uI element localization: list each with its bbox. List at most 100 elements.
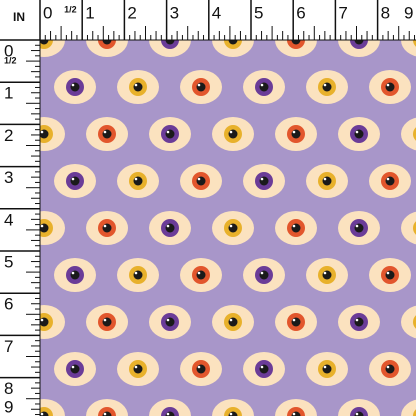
left-ruler-label: 0 [4, 41, 13, 60]
left-ruler-label: 1 [4, 84, 13, 103]
highlight [166, 412, 170, 416]
pupil [165, 317, 175, 327]
pupil [291, 317, 301, 327]
eyeball [149, 117, 191, 151]
pupil [259, 364, 269, 374]
eyeball [338, 211, 380, 245]
eyeball [117, 70, 159, 104]
pupil [70, 82, 80, 92]
pupil [39, 317, 49, 327]
eyeball [306, 70, 348, 104]
eyeball [149, 305, 191, 339]
highlight [229, 318, 233, 322]
eyeball [180, 70, 222, 104]
highlight [103, 130, 107, 134]
left-ruler-label: 2 [4, 126, 13, 145]
left-ruler-label: 5 [4, 252, 13, 271]
eyeball [212, 399, 254, 416]
pupil [39, 129, 49, 139]
top-ruler-label: 4 [212, 3, 221, 22]
eyeball [86, 211, 128, 245]
pupil [133, 364, 143, 374]
highlight [71, 177, 75, 181]
pupil [385, 82, 395, 92]
eyeball [275, 305, 317, 339]
highlight [260, 83, 264, 87]
eyeball [86, 117, 128, 151]
eyeball [306, 258, 348, 292]
pupil [102, 223, 112, 233]
pupil [322, 176, 332, 186]
pupil [354, 223, 364, 233]
highlight [134, 83, 138, 87]
eyeball [86, 399, 128, 416]
eyeball [306, 352, 348, 386]
left-ruler-label: 4 [4, 210, 13, 229]
left-ruler-label: 6 [4, 295, 13, 314]
highlight [323, 83, 327, 87]
eyeball [401, 305, 416, 339]
pupil [102, 129, 112, 139]
highlight [166, 224, 170, 228]
top-ruler-label: 9 [404, 3, 413, 22]
eyeball [212, 117, 254, 151]
top-ruler-label: 3 [170, 3, 179, 22]
highlight [386, 271, 390, 275]
pupil [354, 317, 364, 327]
highlight [386, 83, 390, 87]
highlight [355, 318, 359, 322]
pupil [39, 223, 49, 233]
iris [413, 127, 416, 141]
eyeball [86, 305, 128, 339]
highlight [40, 130, 44, 134]
eyeball [338, 399, 380, 416]
highlight [323, 365, 327, 369]
eyeball [306, 164, 348, 198]
top-ruler [0, 0, 416, 40]
eyeball [212, 305, 254, 339]
eyeball [149, 399, 191, 416]
eyeball [369, 164, 411, 198]
highlight [260, 177, 264, 181]
top-ruler-label: 1 [85, 3, 94, 22]
highlight [71, 83, 75, 87]
pupil [322, 270, 332, 280]
highlight [355, 412, 359, 416]
pupil [70, 270, 80, 280]
pupil [291, 223, 301, 233]
left-ruler-label: 1/2 [4, 55, 17, 65]
pupil [196, 176, 206, 186]
pupil [385, 270, 395, 280]
highlight [197, 177, 201, 181]
eyeball [338, 305, 380, 339]
highlight [386, 177, 390, 181]
highlight [229, 130, 233, 134]
top-ruler-label: 8 [381, 3, 390, 22]
eyeball [243, 258, 285, 292]
pupil [385, 176, 395, 186]
top-ruler-label: 0 [43, 3, 52, 22]
left-ruler-label: 9 [4, 397, 13, 416]
pupil [196, 270, 206, 280]
eyeball [117, 352, 159, 386]
highlight [355, 224, 359, 228]
eye-white [401, 305, 416, 339]
highlight [134, 271, 138, 275]
highlight [71, 365, 75, 369]
highlight [166, 130, 170, 134]
eyeball [54, 164, 96, 198]
unit-label: IN [13, 10, 25, 24]
highlight [40, 318, 44, 322]
eye-white [401, 117, 416, 151]
pupil [291, 129, 301, 139]
iris [413, 221, 416, 235]
eyeball [54, 258, 96, 292]
top-ruler-label: 7 [338, 3, 347, 22]
highlight [229, 224, 233, 228]
pupil [196, 82, 206, 92]
pupil [228, 129, 238, 139]
highlight [229, 412, 233, 416]
pupil [165, 129, 175, 139]
